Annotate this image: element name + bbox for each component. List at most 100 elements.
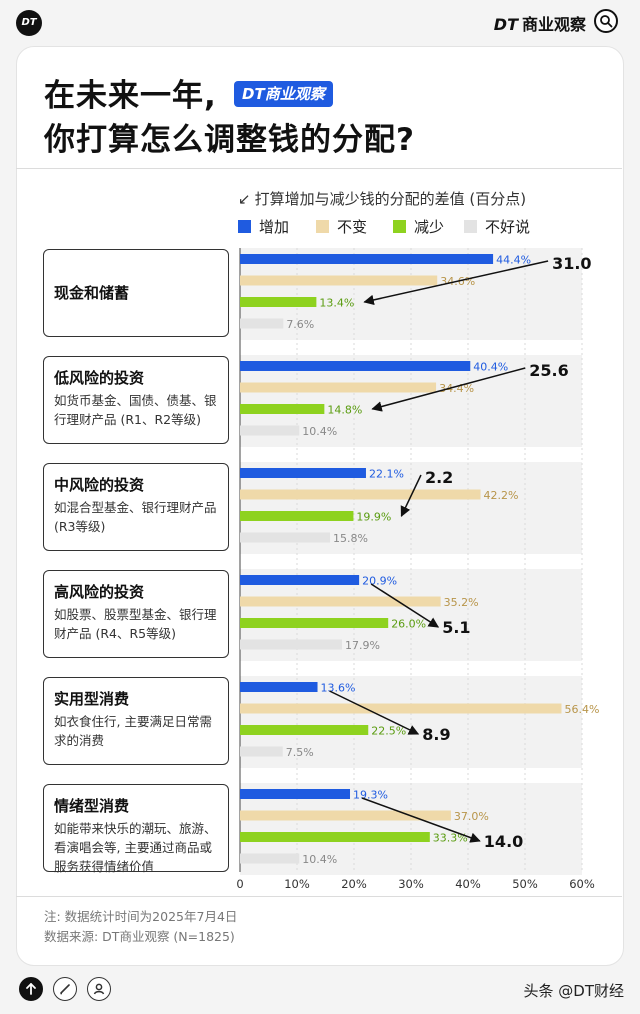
footnote-source: 数据来源: DT商业观察 (N=1825) [44,929,235,944]
difference-label: 25.6 [529,361,568,380]
logo-badge[interactable]: DT [16,10,42,36]
bar-value-label: 22.5% [371,725,406,738]
category-box-emotional: 情绪型消费 如能带来快乐的潮玩、旅游、看演唱会等, 主要通过商品或服务获得情绪价… [43,784,229,874]
category-title: 低风险的投资 [54,369,145,387]
x-tick-label: 30% [398,877,424,891]
bar [240,746,283,757]
headline-badge-name: 商业观察 [264,85,325,103]
profile-button[interactable] [87,977,111,1001]
top-bar: DT DT 商业观察 [0,0,640,44]
scroll-top-button[interactable] [19,977,43,1001]
legend-label: 不变 [337,218,368,236]
bar-value-label: 34.4% [439,382,474,395]
legend-item-increase: 增加 [238,216,289,237]
footnote-divider [16,896,622,897]
bar-value-label: 42.2% [484,489,519,502]
legend-swatch-unchanged [316,220,329,233]
legend-label: 减少 [414,218,445,236]
brand-name: 商业观察 [521,15,586,34]
bar [240,703,562,714]
footnote-date: 注: 数据统计时间为2025年7月4日 [44,909,238,924]
footer-brand: 头条 @DT财经 [523,982,624,1000]
headline-brand-badge: DT商业观察 [234,81,333,107]
category-title: 高风险的投资 [54,583,145,601]
difference-arrow [361,797,481,843]
category-box-low-risk: 低风险的投资 如货币基金、国债、债基、银行理财产品 (R1、R2等级) [43,356,229,444]
x-tick-label: 20% [341,877,367,891]
bar [240,254,494,264]
bar-value-label: 56.4% [564,703,599,716]
legend-item-decrease: 减少 [393,216,444,237]
difference-arrow [371,367,526,412]
difference-label: 14.0 [484,832,523,851]
bar-value-label: 19.3% [353,789,388,802]
headline-line2: 你打算怎么调整钱的分配? [44,122,415,158]
difference-arrow [400,474,422,517]
legend-swatch-unsure [464,220,477,233]
bar [240,618,389,628]
bar [240,853,300,864]
brand-top: DT 商业观察 [494,11,586,35]
bar-value-label: 7.5% [286,746,314,759]
bar-value-label: 33.3% [433,832,468,845]
category-box-practical: 实用型消费 如衣食住行, 主要满足日常需求的消费 [43,677,229,765]
category-box-cash: 现金和储蓄 [43,249,229,337]
bar [240,468,366,478]
bar [240,318,284,329]
category-title: 实用型消费 [54,690,130,708]
bar [240,810,451,821]
headline: 在未来一年, 你打算怎么调整钱的分配? [44,74,415,162]
chart-subtitle: ↙ 打算增加与减少钱的分配的差值 (百分点) [238,188,526,209]
search-icon [600,15,613,28]
pencil-icon [60,984,70,995]
bar [240,532,331,543]
category-title: 现金和储蓄 [54,284,130,302]
legend-item-unchanged: 不变 [316,216,367,237]
difference-arrow [370,583,440,628]
bar-value-label: 10.4% [302,853,337,866]
category-title: 中风险的投资 [54,476,145,494]
bar-value-label: 35.2% [444,596,479,609]
bar [240,832,430,842]
category-box-high-risk: 高风险的投资 如股票、股票型基金、银行理财产品 (R4、R5等级) [43,570,229,658]
arrow-icon: ↙ [238,190,251,208]
category-desc: 如货币基金、国债、债基、银行理财产品 (R1、R2等级) [54,393,217,427]
bar-value-label: 15.8% [333,532,368,545]
x-tick-label: 10% [284,877,310,891]
difference-label: 5.1 [442,618,470,637]
difference-arrow [329,690,420,735]
user-icon [93,983,105,995]
difference-arrow [363,260,549,306]
bar [240,511,354,521]
difference-label: 31.0 [552,254,591,273]
bar-chart: 44.4%40.4%22.1%20.9%13.6%19.3%34.6%34.4%… [236,248,599,891]
search-button[interactable] [594,9,618,33]
legend-item-unsure: 不好说 [464,216,530,237]
legend-swatch-decrease [393,220,406,233]
category-desc: 如衣食住行, 主要满足日常需求的消费 [54,714,212,748]
bar-value-label: 20.9% [362,575,397,588]
legend-swatch-increase [238,220,251,233]
bar-value-label: 17.9% [345,639,380,652]
edit-button[interactable] [53,977,77,1001]
category-box-mid-risk: 中风险的投资 如混合型基金、银行理财产品 (R3等级) [43,463,229,551]
legend-label: 不好说 [485,218,531,236]
bar-value-label: 37.0% [454,810,489,823]
difference-label: 2.2 [425,468,453,487]
brand-dt: DT [493,15,518,34]
bar [240,682,318,692]
bar [240,575,360,585]
bar [240,297,317,307]
bar [240,596,441,607]
chart-subtitle-text: 打算增加与减少钱的分配的差值 (百分点) [254,190,527,208]
legend-label: 增加 [259,218,290,236]
bar [240,725,369,735]
category-title: 情绪型消费 [54,797,130,815]
bar-value-label: 13.4% [319,297,354,310]
difference-label: 8.9 [422,725,450,744]
bar-value-label: 10.4% [302,425,337,438]
x-tick-label: 0 [236,877,243,891]
category-desc: 如混合型基金、银行理财产品 (R3等级) [54,500,217,534]
header-divider [16,168,622,169]
bar-value-label: 22.1% [369,468,404,481]
